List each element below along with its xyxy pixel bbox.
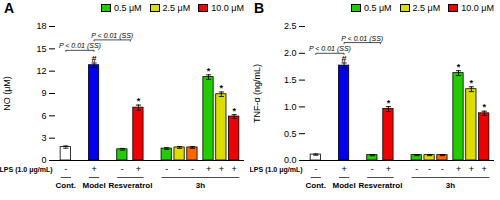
svg-text:0.0: 0.0 <box>284 155 297 165</box>
svg-text:-: - <box>64 164 67 174</box>
svg-text:TNF-α (ng/mL): TNF-α (ng/mL) <box>252 64 262 123</box>
svg-text:-: - <box>371 164 374 174</box>
svg-text:*: * <box>457 62 461 72</box>
svg-text:NO (μM): NO (μM) <box>2 76 12 111</box>
svg-text:0.5: 0.5 <box>284 129 297 139</box>
svg-text:*: * <box>220 83 224 93</box>
svg-text:2.0: 2.0 <box>284 48 297 58</box>
svg-text:*: * <box>232 106 236 116</box>
svg-text:Resveratrol: Resveratrol <box>358 181 402 190</box>
svg-text:18: 18 <box>36 21 46 31</box>
svg-text:*: * <box>207 66 211 76</box>
svg-text:#: # <box>92 54 97 64</box>
svg-text:+: + <box>469 164 474 174</box>
svg-text:-: - <box>314 164 317 174</box>
svg-text:9: 9 <box>41 88 46 98</box>
svg-text:+: + <box>206 164 211 174</box>
svg-text:2.5: 2.5 <box>284 21 297 31</box>
svg-text:+: + <box>232 164 237 174</box>
svg-text:+: + <box>341 164 346 174</box>
svg-text:LPS (1.0 μg/mL): LPS (1.0 μg/mL) <box>250 166 303 174</box>
svg-text:Model: Model <box>333 181 356 190</box>
svg-text:+: + <box>386 164 391 174</box>
svg-text:15: 15 <box>36 44 46 54</box>
svg-text:12: 12 <box>36 66 46 76</box>
svg-text:#: # <box>342 54 347 64</box>
svg-text:3h: 3h <box>446 181 455 190</box>
svg-text:LPS (1.0 μg/mL): LPS (1.0 μg/mL) <box>0 166 53 174</box>
svg-text:Resveratrol: Resveratrol <box>108 181 152 190</box>
svg-text:3h: 3h <box>196 181 205 190</box>
svg-text:+: + <box>91 164 96 174</box>
svg-text:*: * <box>470 78 474 88</box>
svg-text:-: - <box>415 164 418 174</box>
svg-text:Cont.: Cont. <box>306 181 326 190</box>
svg-text:-: - <box>165 164 168 174</box>
svg-text:+: + <box>482 164 487 174</box>
html-text:2.5 μM: 2.5 μM <box>412 3 441 13</box>
svg-text:+: + <box>456 164 461 174</box>
svg-text:*: * <box>387 98 391 108</box>
svg-text:P < 0.01 (SS): P < 0.01 (SS) <box>341 35 383 43</box>
html-text:2.5 μM: 2.5 μM <box>162 3 191 13</box>
svg-text:-: - <box>121 164 124 174</box>
svg-text:+: + <box>136 164 141 174</box>
html-text:10.0 μM: 10.0 μM <box>461 3 494 13</box>
svg-text:*: * <box>137 96 141 106</box>
svg-text:-: - <box>178 164 181 174</box>
svg-text:0: 0 <box>41 155 46 165</box>
svg-text:6: 6 <box>41 111 46 121</box>
svg-text:3: 3 <box>41 133 46 143</box>
svg-text:+: + <box>219 164 224 174</box>
svg-text:1.5: 1.5 <box>284 75 297 85</box>
html-text:10.0 μM: 10.0 μM <box>211 3 244 13</box>
svg-text:-: - <box>191 164 194 174</box>
svg-text:-: - <box>441 164 444 174</box>
svg-text:1.0: 1.0 <box>284 102 297 112</box>
svg-text:*: * <box>482 102 486 112</box>
svg-text:-: - <box>428 164 431 174</box>
svg-text:P < 0.01 (SS): P < 0.01 (SS) <box>59 42 101 50</box>
svg-text:P < 0.01 (SS): P < 0.01 (SS) <box>91 32 133 40</box>
html-text:B: B <box>254 0 265 16</box>
svg-text:Model: Model <box>83 181 106 190</box>
html-text:0.5 μM: 0.5 μM <box>363 3 392 13</box>
html-text:0.5 μM: 0.5 μM <box>113 3 142 13</box>
svg-text:Cont.: Cont. <box>56 181 76 190</box>
svg-text:P < 0.01 (SS): P < 0.01 (SS) <box>309 45 351 53</box>
html-text:A: A <box>4 0 15 16</box>
